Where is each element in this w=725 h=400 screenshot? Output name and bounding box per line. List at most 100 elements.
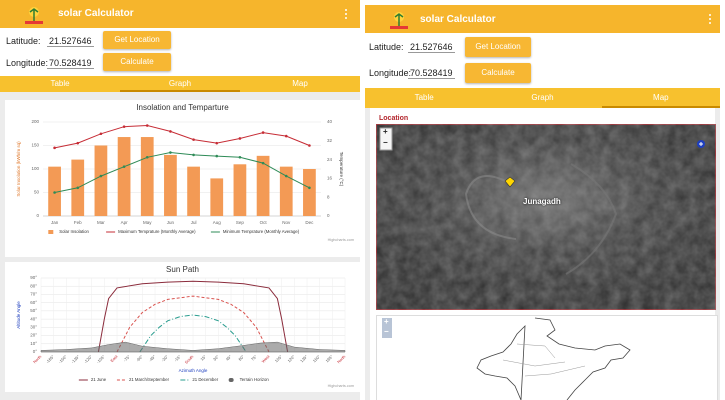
tab-bar: Table Graph Map	[365, 88, 720, 108]
india-map[interactable]	[376, 315, 718, 400]
top-gap	[365, 0, 720, 5]
marker	[308, 186, 311, 190]
zoom-in[interactable]: +	[384, 317, 389, 326]
chart-title: Insolation and Temparture	[136, 103, 229, 112]
credit: Highcharts.com	[328, 238, 354, 242]
x-tick-label: Mar	[97, 220, 105, 225]
x-tick-label: Nov	[282, 220, 291, 225]
x-axis-title: Azimuth Angle	[179, 368, 208, 373]
x-tick-label: 15°	[199, 354, 207, 362]
y-tick-label: 100	[31, 166, 39, 171]
x-tick-label: Aug	[213, 220, 222, 225]
marker	[261, 131, 265, 134]
area	[40, 341, 346, 353]
tab[interactable]: Graph	[531, 93, 554, 102]
x-tick-label: 45°	[225, 354, 233, 362]
latitude-input[interactable]: 21.527646	[408, 42, 455, 53]
tab[interactable]: Graph	[120, 76, 240, 92]
zoom-out[interactable]: −	[384, 327, 389, 336]
menu[interactable]	[708, 13, 712, 25]
tab[interactable]: Map	[292, 79, 308, 88]
calculate-button[interactable]: Calculate	[465, 63, 531, 83]
longitude-input[interactable]: 70.528419	[47, 58, 94, 69]
y-tick-label: 60°	[30, 300, 37, 305]
marker	[122, 165, 126, 168]
x-tick-label: -30°	[160, 354, 169, 363]
x-tick-label: North	[336, 354, 346, 364]
y-tick-label: 50	[34, 190, 40, 195]
y-tick-label: 70°	[30, 292, 37, 297]
latitude-input[interactable]: 21.527646	[47, 36, 94, 47]
line	[97, 280, 289, 353]
legend-symbol	[228, 378, 234, 382]
marker	[215, 154, 219, 158]
x-tick-label: West	[261, 353, 272, 364]
x-tick-label: 30°	[212, 354, 220, 362]
x-tick-label: -75°	[122, 354, 131, 363]
bar	[210, 178, 224, 216]
y-axis-title: Altitude Angle	[16, 301, 21, 329]
app-title: solar Calculator	[58, 8, 134, 19]
zoom-in[interactable]: +	[383, 127, 388, 136]
y-tick-label: 10°	[30, 341, 37, 346]
x-tick-label: 75°	[250, 354, 258, 362]
line	[116, 295, 270, 353]
x-tick-label: South	[184, 354, 195, 365]
latitude-label: Latitude:	[369, 42, 404, 52]
chart-title: Sun Path	[166, 265, 199, 274]
tab[interactable]: Map	[601, 88, 720, 108]
y-tick-label: 90°	[30, 275, 37, 280]
x-tick-label: -165°	[45, 354, 56, 365]
legend-label: 21 March/September	[129, 377, 170, 382]
bar	[279, 166, 293, 216]
app-title: solar Calculator	[420, 14, 496, 25]
get-location-button[interactable]: Get Location	[103, 31, 171, 49]
satellite-map[interactable]	[376, 124, 716, 310]
x-tick-label: Sep	[236, 220, 245, 225]
legend-symbol	[48, 230, 54, 234]
calculate-button[interactable]: Calculate	[103, 53, 171, 71]
y2-tick-label: 8	[327, 194, 330, 199]
line	[54, 124, 310, 149]
tab[interactable]: Table	[414, 93, 434, 102]
zoom-out[interactable]: −	[383, 138, 388, 147]
longitude-input[interactable]: 70.528419	[408, 68, 455, 79]
place-label: Junagadh	[523, 197, 561, 206]
latitude-label: Latitude:	[6, 36, 41, 46]
marker	[284, 134, 288, 138]
marker	[53, 191, 56, 194]
marker	[99, 174, 103, 178]
left-screen: solar Calculator Latitude: 21.527646 Get…	[0, 0, 360, 400]
logo	[390, 12, 408, 29]
menu[interactable]	[344, 8, 348, 20]
marker	[99, 132, 103, 136]
legend-label: Maximum Temprature (Monthly Average)	[118, 229, 196, 234]
get-location-button[interactable]: Get Location	[465, 37, 531, 57]
marker	[76, 186, 80, 190]
marker	[76, 141, 80, 145]
y-tick-label: 30°	[30, 325, 37, 330]
x-tick-label: Jun	[167, 220, 175, 225]
marker	[261, 161, 265, 165]
x-tick-label: May	[143, 220, 152, 225]
x-tick-label: 135°	[299, 354, 309, 364]
marker	[192, 138, 195, 141]
y-axis-title: Solar Insolation (kWh/m sq)	[16, 141, 21, 197]
legend-label: Terrain Horizon	[240, 377, 270, 382]
bar	[140, 137, 154, 216]
y-tick-label: 50°	[30, 308, 37, 313]
marker	[169, 130, 172, 133]
bar	[303, 169, 316, 216]
y-tick-label: 20°	[30, 333, 37, 338]
x-tick-label: 60°	[237, 354, 245, 362]
marker	[145, 155, 149, 159]
marker	[169, 151, 172, 154]
y-tick-label: 80°	[30, 283, 37, 288]
tab[interactable]: Table	[50, 79, 70, 88]
bar	[164, 154, 177, 216]
x-tick-label: -15°	[173, 354, 182, 363]
y2-tick-label: 24	[327, 157, 333, 162]
longitude-label: Longitude:	[6, 58, 49, 68]
marker	[308, 144, 311, 147]
y-tick-label: 0°	[33, 349, 38, 354]
